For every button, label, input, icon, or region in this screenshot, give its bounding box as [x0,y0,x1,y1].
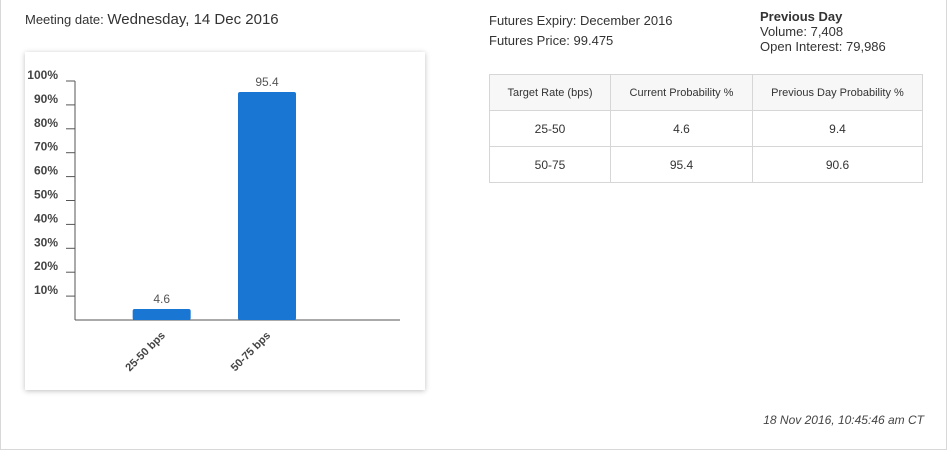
header-target-rate: Target Rate (bps) [489,74,611,111]
table-row: 25-50 4.6 9.4 [489,110,923,147]
y-tick-label: 100% [27,68,58,82]
y-tick-label: 40% [34,211,58,225]
table-row: 50-75 95.4 90.6 [489,146,923,183]
table-cell-current-probability: 4.6 [610,110,753,147]
y-tick-label: 60% [34,164,58,178]
previous-day-title: Previous Day [760,9,843,24]
table-cell-target-rate: 25-50 [489,110,611,147]
y-tick-label: 50% [34,188,58,202]
header-previous-day-probability: Previous Day Probability % [752,74,923,111]
y-tick-label: 10% [34,283,58,297]
table-cell-previous-probability: 9.4 [752,110,923,147]
y-tick-label: 70% [34,140,58,154]
table-cell-current-probability: 95.4 [610,146,753,183]
meeting-date-label: Meeting date: [25,12,104,27]
previous-day-open-interest: Open Interest: 79,986 [760,39,886,54]
previous-day-volume: Volume: 7,408 [760,24,844,39]
x-category-label: 25-50 bps [123,330,167,374]
last-updated-timestamp: 18 Nov 2016, 10:45:46 am CT [763,413,924,427]
bar [132,309,191,320]
bar-chart-svg: 10% 20% 30% 40% 50% 60% 70% 80% 90% 100% 4.6 25-50 … [27,68,400,374]
meeting-date-value: Wednesday, 14 Dec 2016 [107,11,279,28]
x-category-label: 50-75 bps [229,330,273,374]
meeting-date: Meeting date: Wednesday, 14 Dec 2016 [25,11,279,28]
futures-expiry: Futures Expiry: December 2016 [489,13,673,28]
probability-chart: 10% 20% 30% 40% 50% 60% 70% 80% 90% 100% 4.6 25-50 … [25,52,425,390]
probability-table: Target Rate (bps) Current Probability % … [489,74,923,183]
futures-info: Futures Expiry: December 2016 Futures Pr… [489,11,673,51]
bar-data-label: 95.4 [255,75,279,89]
table-cell-target-rate: 50-75 [489,146,611,183]
header-current-probability: Current Probability % [610,74,753,111]
y-tick-label: 20% [34,259,58,273]
bar [238,91,296,320]
y-tick-label: 30% [34,235,58,249]
table-cell-previous-probability: 90.6 [752,146,923,183]
table-header-row: Target Rate (bps) Current Probability % … [489,74,923,111]
y-tick-label: 90% [34,92,58,106]
previous-day-info: Previous Day Volume: 7,408 Open Interest… [760,9,886,54]
futures-price: Futures Price: 99.475 [489,33,614,48]
bar-data-label: 4.6 [153,292,170,306]
y-tick-label: 80% [34,116,58,130]
